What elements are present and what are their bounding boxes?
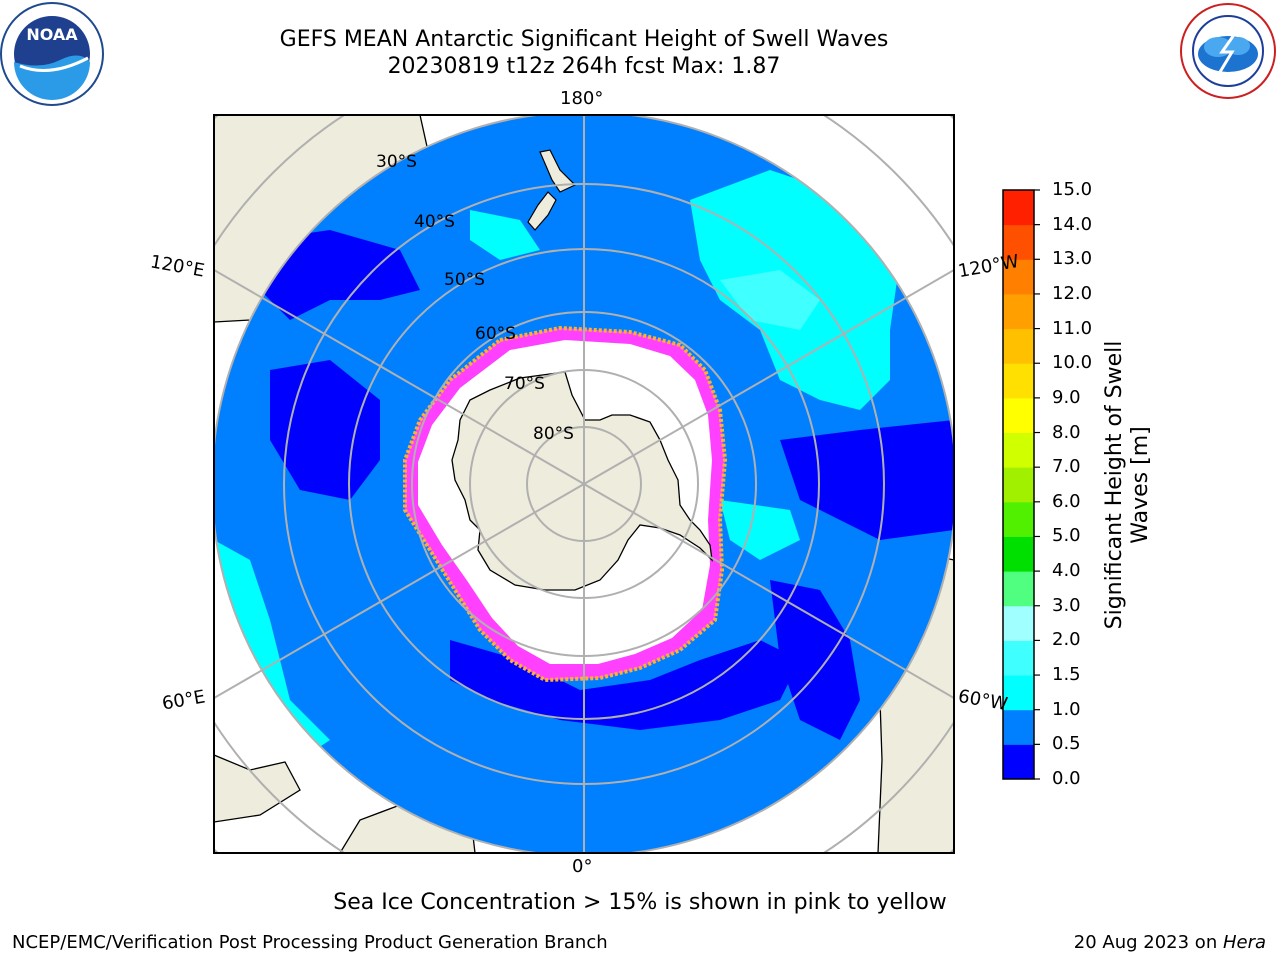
swell-light-pacific xyxy=(720,270,820,330)
colorbar-tick-label: 10.0 xyxy=(1052,352,1093,374)
colorbar-tick-label: 7.0 xyxy=(1052,456,1081,478)
colorbar-segment xyxy=(1003,501,1034,537)
antarctica-land xyxy=(451,371,713,591)
colorbar-segment xyxy=(1003,571,1034,607)
colorbar-segment xyxy=(1003,709,1034,745)
noaa-logo-text: NOAA xyxy=(26,25,78,44)
lon-label-0: 0° xyxy=(572,856,593,877)
colorbar-tick-label: 6.0 xyxy=(1052,490,1081,512)
colorbar-segment xyxy=(1003,640,1034,676)
chart-subtitle: 20230819 t12z 264h fcst Max: 1.87 xyxy=(387,54,781,79)
credit-left: NCEP/EMC/Verification Post Processing Pr… xyxy=(12,932,608,953)
lat-label-50s: 50°S xyxy=(444,270,485,290)
colorbar-segment xyxy=(1003,190,1034,226)
colorbar-frame xyxy=(1002,189,1035,780)
lat-label-70s: 70°S xyxy=(504,374,545,394)
colorbar-label: Significant Height of Swell Waves [m] xyxy=(1102,341,1154,630)
chart-title: GEFS MEAN Antarctic Significant Height o… xyxy=(279,27,889,52)
colorbar-tick-label: 15.0 xyxy=(1052,179,1093,200)
colorbar-tick-label: 11.0 xyxy=(1052,317,1093,339)
colorbar-segment xyxy=(1003,363,1034,399)
swell-cyan-tasman xyxy=(470,210,540,260)
colorbar-tick-label: 8.0 xyxy=(1052,421,1081,443)
colorbar-tick-label: 4.0 xyxy=(1052,560,1081,582)
colorbar-tick-label: 12.0 xyxy=(1052,282,1093,304)
colorbar xyxy=(1002,189,1040,780)
swell-low-weddell xyxy=(450,640,800,730)
colorbar-segment xyxy=(1003,259,1034,295)
swell-low-southeast-pacific xyxy=(780,420,954,540)
colorbar-segment xyxy=(1003,675,1034,711)
colorbar-tick-label: 2.0 xyxy=(1052,629,1081,651)
colorbar-tick-label: 0.5 xyxy=(1052,733,1081,755)
colorbar-segment xyxy=(1003,328,1034,364)
sea-ice-footnote: Sea Ice Concentration > 15% is shown in … xyxy=(333,890,947,915)
colorbar-tick-label: 14.0 xyxy=(1052,213,1093,235)
colorbar-segment xyxy=(1003,467,1034,503)
graticule xyxy=(214,115,954,853)
colorbar-tick-label: 5.0 xyxy=(1052,525,1081,547)
swell-low-south-australia xyxy=(260,230,420,320)
colorbar-segment xyxy=(1003,293,1034,330)
colorbar-tick-label: 1.5 xyxy=(1052,664,1081,686)
lat-label-60s: 60°S xyxy=(475,324,516,344)
colorbar-tick-label: 1.0 xyxy=(1052,698,1081,720)
lon-label-180: 180° xyxy=(560,88,604,109)
colorbar-tick-label: 9.0 xyxy=(1052,386,1081,408)
swell-cyan-drake xyxy=(720,500,800,560)
colorbar-label-line1: Significant Height of Swell xyxy=(1102,340,1127,630)
credit-right: 20 Aug 2023 on Hera xyxy=(1074,932,1266,953)
map-frame xyxy=(213,114,955,854)
colorbar-tick-label: 3.0 xyxy=(1052,594,1081,616)
credit-date: 20 Aug 2023 on xyxy=(1073,932,1223,953)
colorbar-tick-label: 13.0 xyxy=(1052,248,1093,270)
colorbar-segment xyxy=(1003,536,1034,572)
colorbar-tick-label: 0.0 xyxy=(1052,768,1081,789)
colorbar-segment xyxy=(1003,432,1034,468)
noaa-logo-icon: NOAA xyxy=(0,2,104,106)
lat-label-80s: 80°S xyxy=(533,424,574,444)
colorbar-segment xyxy=(1003,605,1034,641)
lat-label-30s: 30°S xyxy=(376,152,417,172)
lat-label-40s: 40°S xyxy=(414,212,455,232)
colorbar-label-line2: Waves [m] xyxy=(1128,426,1153,544)
colorbar-segment xyxy=(1003,744,1034,780)
nws-logo-icon xyxy=(1180,3,1276,99)
colorbar-segment xyxy=(1003,397,1034,434)
credit-machine: Hera xyxy=(1222,932,1266,953)
swell-low-atlantic-west xyxy=(770,580,860,740)
colorbar-segment xyxy=(1003,224,1034,260)
